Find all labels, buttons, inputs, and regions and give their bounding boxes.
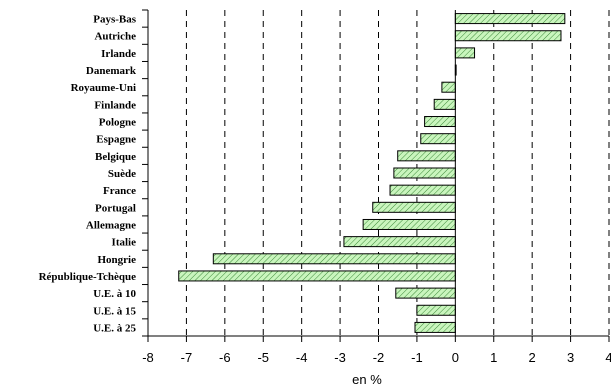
bar-17 [416,304,456,316]
bar-4 [441,81,456,93]
bar-12 [362,218,456,230]
x-tick-label: -5 [257,350,269,365]
bar-11 [372,201,456,213]
labels: Pays-Bas Autriche Irlande Danemark Royaume-U… [39,14,611,365]
category-label-4: Royaume-Uni [71,82,136,94]
x-tick-label: -2 [373,350,385,365]
bar-14 [212,253,456,265]
x-tick-label: 1 [490,350,497,365]
category-label-3: Danemark [86,65,137,77]
bar-8 [397,150,456,162]
category-label-1: Autriche [94,31,136,43]
bar-7 [420,133,456,145]
category-label-0: Pays-Bas [93,14,137,26]
bar-15 [178,270,456,282]
category-label-14: Hongrie [98,254,137,266]
category-label-8: Belgique [95,151,136,163]
category-label-5: Finlande [94,99,136,111]
x-tick-label: -6 [219,350,231,365]
category-label-2: Irlande [101,48,136,60]
bar-18 [414,321,456,333]
bar-13 [343,236,456,248]
category-label-17: U.E. à 15 [93,305,136,317]
category-label-15: République-Tchèque [39,271,137,283]
bar-16 [395,287,456,299]
category-label-6: Pologne [99,117,136,129]
bar-2 [454,47,476,59]
x-tick-label: 3 [567,350,574,365]
bar-6 [424,116,456,128]
bar-1 [454,30,562,42]
bar-0 [454,13,566,25]
category-label-13: Italie [112,237,137,249]
x-tick-label: 0 [452,350,459,365]
bar-9 [393,167,456,179]
x-tick-label: -7 [181,350,193,365]
x-tick-label: -1 [411,350,423,365]
category-label-9: Suède [108,168,136,180]
axes [142,9,610,342]
x-tick-label: -8 [142,350,154,365]
category-label-11: Portugal [95,202,136,214]
category-label-16: U.E. à 10 [93,288,136,300]
x-tick-label: -3 [334,350,346,365]
x-tick-label: 4 [605,350,611,365]
x-tick-label: -4 [296,350,308,365]
bars [178,13,566,333]
category-label-12: Allemagne [86,219,136,231]
bar-10 [389,184,456,196]
bar-5 [433,98,456,110]
category-label-7: Espagne [96,134,136,146]
x-axis-title: en % [352,372,382,387]
x-tick-label: 2 [529,350,536,365]
category-label-10: France [103,185,136,197]
category-label-18: U.E. à 25 [93,322,136,334]
